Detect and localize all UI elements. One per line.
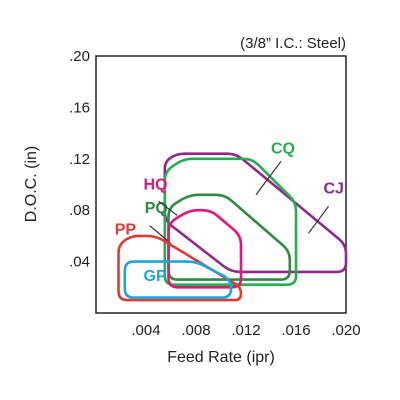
grade-label-hq: HQ bbox=[144, 177, 168, 194]
y-axis-label: D.O.C. (in) bbox=[23, 146, 40, 222]
plot-frame bbox=[95, 55, 347, 314]
region-pq bbox=[167, 193, 292, 281]
y-tick-label: .12 bbox=[69, 151, 90, 168]
x-tick-labels: .004 .008 .012 .016 .020 bbox=[131, 322, 360, 339]
x-axis-label: Feed Rate (ipr) bbox=[167, 349, 275, 366]
region-cj bbox=[163, 152, 348, 274]
x-tick-label: .012 bbox=[231, 322, 260, 339]
region-cq bbox=[163, 157, 298, 286]
region-pp bbox=[117, 234, 243, 302]
region-gp bbox=[123, 260, 233, 299]
leader-line-cj bbox=[308, 205, 329, 234]
y-tick-labels: .04 .08 .12 .16 .20 bbox=[69, 48, 90, 271]
y-tick-label: .04 bbox=[69, 254, 90, 271]
chart-note: (3/8” I.C.: Steel) bbox=[240, 35, 346, 52]
grade-label-cq: CQ bbox=[271, 141, 295, 158]
grade-label-gp: GP bbox=[144, 268, 167, 285]
y-tick-label: .20 bbox=[69, 48, 90, 65]
leader-line-hq bbox=[158, 200, 178, 216]
x-tick-label: .016 bbox=[281, 322, 310, 339]
region-hq bbox=[167, 208, 243, 289]
y-tick-label: .08 bbox=[69, 202, 90, 219]
grade-label-cj: CJ bbox=[324, 180, 344, 197]
series-layer: CJ CQ PQ HQ PP GP bbox=[115, 141, 348, 302]
grade-label-pp: PP bbox=[115, 222, 137, 239]
y-tick-label: .16 bbox=[69, 99, 90, 116]
x-tick-label: .020 bbox=[331, 322, 360, 339]
grade-label-pq: PQ bbox=[145, 200, 168, 217]
leader-line-cq bbox=[255, 161, 282, 196]
x-tick-label: .008 bbox=[181, 322, 210, 339]
x-tick-label: .004 bbox=[131, 322, 160, 339]
